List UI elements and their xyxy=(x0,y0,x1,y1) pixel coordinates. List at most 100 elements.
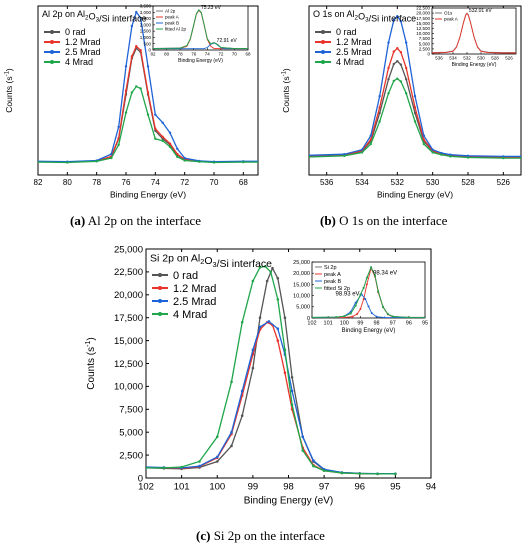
caption-c-letter: (c) xyxy=(196,528,211,543)
inset-series-peak-a xyxy=(432,12,516,54)
inset-series-fitted-al-2p xyxy=(153,9,248,50)
inset-y-tick-label: 0 xyxy=(307,316,310,322)
data-point xyxy=(258,325,262,329)
data-point xyxy=(110,156,113,160)
inset-y-tick-label: 12,500 xyxy=(416,26,430,31)
data-point xyxy=(264,265,267,268)
inset-y-tick-label: 25,000 xyxy=(293,260,310,266)
data-point xyxy=(283,371,287,374)
series-group xyxy=(38,10,258,164)
data-point xyxy=(404,92,408,95)
data-point xyxy=(283,316,287,320)
y-axis-label: Counts (s-1) xyxy=(85,337,97,389)
data-point xyxy=(258,316,262,320)
inset-data-point xyxy=(365,283,368,286)
inset-legend-label: peak B xyxy=(324,279,341,285)
data-point xyxy=(502,155,505,158)
data-point xyxy=(378,111,381,115)
inset-data-point xyxy=(382,306,385,309)
x-tick-label: 70 xyxy=(210,178,219,187)
data-point xyxy=(251,348,255,352)
inset-frame xyxy=(152,5,249,51)
x-tick-label: 94 xyxy=(426,482,437,493)
data-point xyxy=(139,87,142,90)
data-point xyxy=(176,147,179,151)
x-tick-label: 76 xyxy=(122,178,131,187)
data-point xyxy=(240,389,244,393)
inset-x-tick-label: 526 xyxy=(505,56,513,61)
data-point xyxy=(135,85,138,88)
data-point xyxy=(376,472,379,476)
caption-a-text: Al 2p on the interface xyxy=(87,213,202,228)
inset-x-tick-label: 74 xyxy=(205,52,211,57)
caption-c-text: Si 2p on the interface xyxy=(213,528,325,543)
x-tick-label: 72 xyxy=(180,178,189,187)
inset-x-tick-label: 78 xyxy=(178,52,184,57)
inset-data-point xyxy=(383,316,386,318)
series-line-2.5-mrad xyxy=(309,15,521,158)
inset-x-tick-label: 102 xyxy=(307,321,316,327)
data-point xyxy=(343,154,346,158)
data-point xyxy=(271,266,274,270)
inset-x-tick-label: 530 xyxy=(477,56,485,61)
inset-data-point xyxy=(351,315,354,318)
inset-data-point xyxy=(365,276,368,279)
legend-marker xyxy=(50,60,54,64)
inset-x-tick-label: 97 xyxy=(390,321,396,327)
data-point xyxy=(162,466,166,470)
data-point xyxy=(135,45,138,48)
x-tick-label: 102 xyxy=(138,482,154,493)
data-point xyxy=(183,159,186,162)
data-point xyxy=(283,348,287,352)
inset-y-tick-label: 1,500 xyxy=(140,29,152,34)
inset-b: 536 534 532 530 528 526 02,5005,0007,50010,000… xyxy=(416,6,517,68)
inset-y-tick-label: 2,500 xyxy=(419,46,431,51)
data-point xyxy=(413,94,417,98)
data-point xyxy=(276,327,280,330)
inset-y-tick-label: 7,500 xyxy=(419,36,431,41)
data-point xyxy=(290,403,294,407)
y-tick-label: 12,500 xyxy=(114,359,143,370)
inset-data-point xyxy=(343,315,346,318)
inset-frame xyxy=(431,7,517,55)
data-point xyxy=(117,136,120,140)
caption-c: (c) Si 2p on the interface xyxy=(196,528,325,544)
legend-marker xyxy=(321,60,325,64)
data-point xyxy=(404,41,408,44)
x-tick-label: 74 xyxy=(151,178,160,187)
data-point xyxy=(369,142,373,146)
data-point xyxy=(301,449,305,452)
inset-data-point xyxy=(356,312,359,315)
legend-marker xyxy=(158,299,162,303)
inset-data-point xyxy=(362,297,365,300)
data-point xyxy=(387,78,390,81)
inset-data-point xyxy=(359,293,362,296)
inset-annotation: 98.93 eV xyxy=(336,292,360,298)
inset-data-point xyxy=(312,316,313,318)
data-point xyxy=(146,466,148,470)
data-point xyxy=(124,65,128,68)
chart-title: Al 2p on Al2O3/Si interface xyxy=(42,9,147,24)
data-point xyxy=(413,120,417,123)
y-axis-label: Counts (s-1) xyxy=(4,68,14,113)
data-point xyxy=(290,389,294,393)
inset-data-point xyxy=(359,308,362,311)
data-point xyxy=(387,66,390,70)
inset-series-group xyxy=(153,9,248,50)
data-point xyxy=(117,125,120,128)
y-tick-label: 5,000 xyxy=(119,428,143,439)
y-tick-label: 0 xyxy=(138,473,143,484)
x-tick-label: 99 xyxy=(248,482,259,493)
data-point xyxy=(139,49,142,52)
inset-y-tick-label: 3,500 xyxy=(140,4,152,9)
y-tick-label: 20,000 xyxy=(114,290,143,301)
data-point xyxy=(124,89,128,92)
inset-data-point xyxy=(354,301,357,304)
caption-b-letter: (b) xyxy=(320,213,336,228)
inset-series-fitted-si-2p xyxy=(312,266,425,318)
inset-x-tick-label: 68 xyxy=(245,52,251,57)
inset-annotation: 72.91 eV xyxy=(217,38,238,44)
inset-x-tick-label: 72 xyxy=(218,52,224,57)
